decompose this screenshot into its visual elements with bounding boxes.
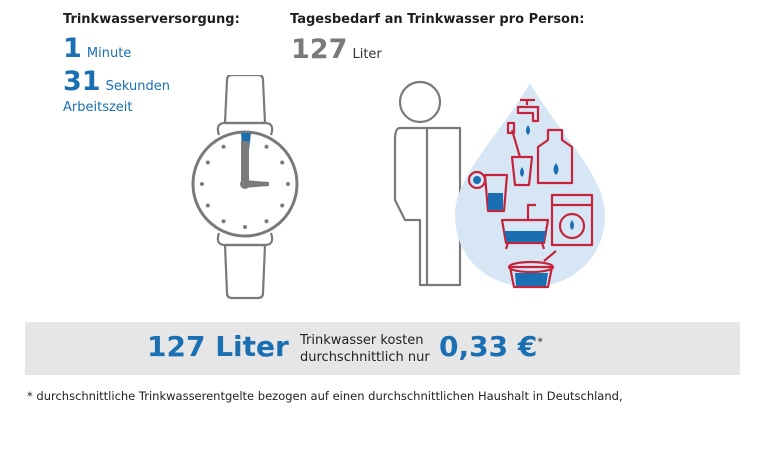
right-heading: Tagesbedarf an Trinkwasser pro Person: — [290, 12, 585, 27]
faucet-icon — [516, 98, 540, 123]
banner-liters: 127 Liter — [147, 330, 289, 363]
cost-banner: 127 Liter Trinkwasser kosten durchschnit… — [25, 322, 740, 375]
amount-unit: Liter — [352, 47, 382, 62]
banner-text-line2: durchschnittlich nur — [300, 350, 430, 365]
amount-value: 127 — [291, 34, 348, 65]
seconds-line: 31 Sekunden — [63, 68, 170, 95]
cocktail-icon — [467, 170, 509, 213]
person-icon — [393, 80, 462, 287]
washing-machine-icon — [550, 193, 594, 247]
watch-icon — [191, 75, 299, 300]
hot-water-bottle-icon — [536, 128, 574, 185]
banner-price-value: 0,33 € — [439, 330, 538, 363]
amount-line: 127 Liter — [291, 36, 382, 63]
cooking-pot-icon — [507, 250, 557, 289]
minutes-line: 1 Minute — [63, 35, 131, 62]
banner-asterisk: * — [537, 335, 543, 349]
minutes-unit: Minute — [86, 46, 132, 61]
banner-price: 0,33 €* — [439, 330, 543, 363]
water-drop-icon — [455, 83, 605, 289]
worktime-caption: Arbeitszeit — [63, 100, 133, 115]
left-heading: Trinkwasserversorgung: — [63, 12, 240, 27]
bathtub-icon — [500, 203, 550, 250]
minutes-value: 1 — [63, 33, 82, 64]
footnote: * durchschnittliche Trinkwasserentgelte … — [27, 389, 623, 403]
seconds-value: 31 — [63, 66, 101, 97]
seconds-unit: Sekunden — [105, 79, 171, 94]
banner-text-line1: Trinkwasser kosten — [300, 333, 424, 348]
toothbrush-cup-icon — [506, 121, 534, 187]
